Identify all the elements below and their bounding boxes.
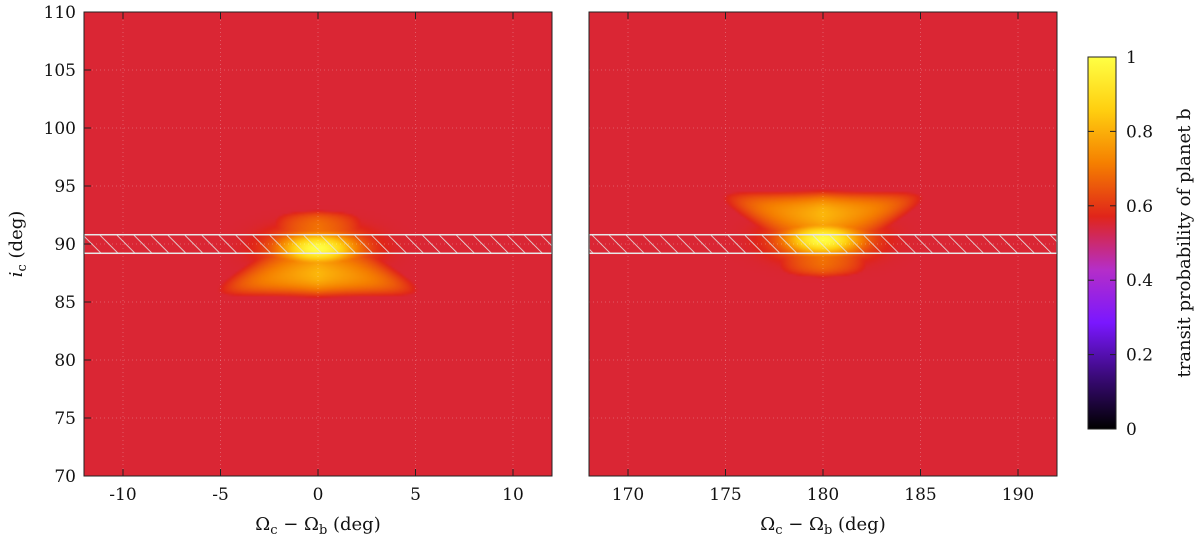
left-x-axis-title: Ωc − Ωb (deg): [255, 514, 380, 538]
left-hatched-band: [83, 233, 553, 255]
y-tick-label: 75: [54, 409, 76, 429]
y-tick-label: 100: [44, 119, 76, 139]
colorbar-tick-label: 0.4: [1126, 271, 1153, 291]
x-tick-label: 190: [1002, 485, 1034, 505]
right-x-axis-title: Ωc − Ωb (deg): [760, 514, 885, 538]
y-tick-label: 85: [54, 293, 76, 313]
x-tick-label: 170: [612, 485, 644, 505]
x-tick-label: 180: [807, 485, 839, 505]
x-tick-label: 5: [410, 485, 421, 505]
x-tick-label: 185: [904, 485, 936, 505]
right-hatched-band: [588, 233, 1058, 255]
left-panel: -10 -5 0 5 10 70 75 80 85 90 95 100 105 110: [44, 3, 553, 505]
y-tick-label: 80: [54, 351, 76, 371]
colorbar-tick-label: 0: [1126, 420, 1137, 440]
y-axis-title: ic (deg): [6, 211, 30, 278]
colorbar-tick-label: 0.2: [1126, 346, 1153, 366]
colorbar-label: transit probability of planet b: [1174, 108, 1195, 377]
right-x-ticks: 170 175 180 185 190: [612, 12, 1034, 505]
colorbar-tick-label: 1: [1126, 48, 1137, 68]
x-tick-label: -10: [109, 485, 136, 505]
left-y-ticks: 70 75 80 85 90 95 100 105 110: [44, 3, 91, 487]
colorbar-ticks: 0 0.2 0.4 0.6 0.8 1: [1088, 48, 1153, 440]
colorbar: 0 0.2 0.4 0.6 0.8 1 transit probability of pl…: [1087, 48, 1195, 440]
x-tick-label: -5: [212, 485, 229, 505]
colorbar-tick-label: 0.8: [1126, 122, 1153, 142]
y-tick-label: 105: [44, 61, 76, 81]
x-tick-label: 10: [502, 485, 524, 505]
y-tick-label: 90: [54, 235, 76, 255]
x-tick-label: 175: [709, 485, 741, 505]
right-panel: 170 175 180 185 190: [588, 11, 1058, 505]
y-tick-label: 70: [54, 467, 76, 487]
y-tick-label: 95: [54, 177, 76, 197]
x-tick-label: 0: [313, 485, 324, 505]
left-x-ticks: -10 -5 0 5 10: [109, 12, 524, 505]
colorbar-gradient: [1087, 56, 1117, 430]
y-tick-label: 110: [44, 3, 76, 23]
colorbar-tick-label: 0.6: [1126, 197, 1153, 217]
